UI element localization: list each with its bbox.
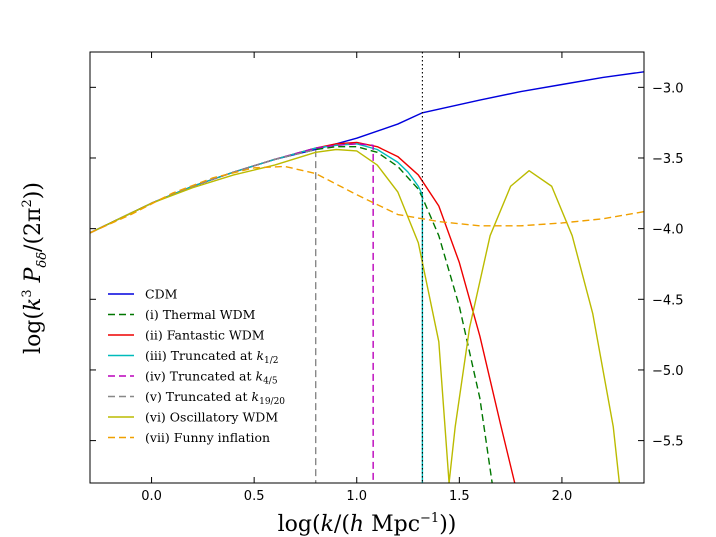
series-line-iii-truncated-at-k-1-2: [90, 143, 424, 483]
x-tick-label: 0.5: [244, 489, 265, 504]
x-tick-label: 1.0: [346, 489, 367, 504]
legend-label: (v) Truncated at k19/20: [145, 389, 285, 407]
x-tick-label: 1.5: [449, 489, 470, 504]
legend-item-i-thermal-wdm: (i) Thermal WDM: [108, 307, 256, 322]
y-axis-title: log(k3 Pδδ/(2π2)): [20, 182, 50, 354]
legend-item-vi-oscillatory-wdm: (vi) Oscillatory WDM: [108, 410, 278, 425]
legend-item-v-truncated-at-k-19-20: (v) Truncated at k19/20: [108, 389, 285, 407]
legend-label: (iv) Truncated at k4/5: [145, 369, 278, 387]
legend-item-cdm: CDM: [108, 287, 178, 302]
legend-item-iii-truncated-at-k-1-2: (iii) Truncated at k1/2: [108, 348, 279, 366]
y-tick-label: −4.5: [652, 293, 684, 308]
legend-item-vii-funny-inflation: (vii) Funny inflation: [108, 430, 270, 445]
y-tick-label: −4.0: [652, 223, 684, 238]
legend-item-ii-fantastic-wdm: (ii) Fantastic WDM: [108, 328, 265, 343]
x-axis-title: log(k/(h Mpc−1)): [278, 511, 457, 537]
legend: CDM (i) Thermal WDM (ii) Fantastic WDM (iii…: [108, 287, 285, 445]
legend-item-iv-truncated-at-k-4-5: (iv) Truncated at k4/5: [108, 369, 278, 387]
x-tick-label: 0.0: [141, 489, 162, 504]
y-tick-label: −3.0: [652, 81, 684, 96]
legend-label: CDM: [145, 287, 178, 302]
legend-label: (vi) Oscillatory WDM: [145, 410, 278, 425]
legend-label: (i) Thermal WDM: [145, 307, 256, 322]
x-tick-label: 2.0: [552, 489, 573, 504]
legend-label: (vii) Funny inflation: [145, 430, 270, 445]
y-tick-label: −3.5: [652, 152, 684, 167]
y-tick-label: −5.5: [652, 435, 684, 450]
plot-frame: [89, 51, 645, 484]
y-tick-label: −5.0: [652, 364, 684, 379]
series-line-vii-funny-inflation: [90, 165, 644, 234]
legend-label: (ii) Fantastic WDM: [145, 328, 265, 343]
legend-label: (iii) Truncated at k1/2: [145, 348, 279, 366]
